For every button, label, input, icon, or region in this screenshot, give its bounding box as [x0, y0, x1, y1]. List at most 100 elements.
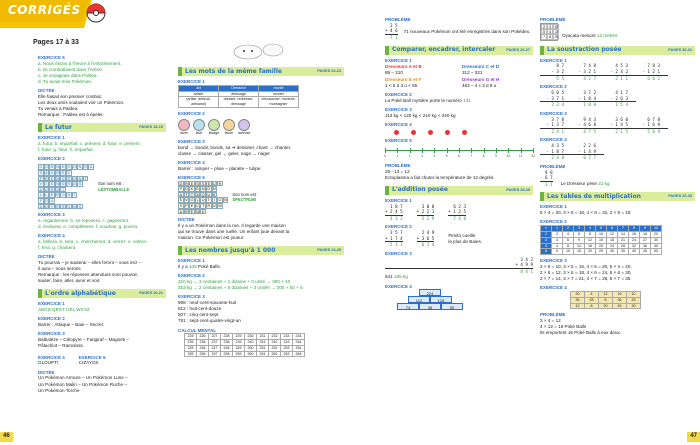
word-cell: C: [194, 202, 201, 209]
t-ex1-line: 5 × 4 = 20, 3 × 6 = 18, 4 × 8 = 32, 2 × …: [540, 210, 631, 216]
text-line: Tu pourras – je sauterai – elles feront …: [38, 260, 142, 266]
tick-label: 8: [482, 153, 485, 158]
exercise-label: EXERCICE 3: [38, 212, 65, 218]
banner-pages: PAGES 28-29: [506, 187, 530, 192]
tick-label: 10: [506, 153, 511, 158]
tick-label: 0: [384, 153, 386, 158]
ex4-line: Barrer : ramper – pluie – planète – tuli…: [178, 165, 262, 171]
text-line: il aura – nous serons: [38, 266, 81, 272]
word-circle: laver: [178, 118, 190, 136]
a-note: Pimito cueille le plus de Baies.: [448, 233, 482, 245]
ex-4-5: EXERCICE 4 GLOUPTI EXERCICE 5 CIZAYOX: [38, 352, 166, 367]
banner-tables: Les tables de multiplication PAGES 32-33: [540, 192, 695, 202]
banner-addition: L'addition posée PAGES 28-29: [385, 185, 533, 195]
circle-label: laveuse: [238, 130, 251, 135]
c-prob-line1: 25 - 13 = 12: [385, 168, 410, 174]
tick-label: 11: [518, 153, 523, 158]
op-line: 6 1 4: [416, 241, 435, 248]
circle-label: laver: [180, 130, 188, 135]
table-cell: 20: [598, 302, 613, 310]
text-line: a. Nous étions à l'heure à l'entraînemen…: [38, 60, 122, 66]
op-line: - 2 6 3: [610, 95, 628, 101]
op-line: 3 7 8: [551, 116, 564, 122]
crossword-cell: N: [77, 175, 83, 182]
op-line: 3 0 8: [421, 203, 435, 209]
op-line: 9 4 3: [583, 116, 596, 122]
compare-pairs: Dresseurs A et B 89 – 210 Dresseurs C et D…: [385, 64, 533, 89]
tick-label: 9: [495, 153, 497, 158]
prob1-label: PROBLÈME: [385, 17, 411, 22]
op-line: 3 7 2: [583, 90, 596, 96]
banner-title: L'ordre alphabétique: [45, 289, 116, 297]
crossword-cell: R: [65, 175, 72, 182]
a-ex3-label: EXERCICE 3: [385, 250, 412, 256]
table-head: monté: [258, 85, 299, 92]
crossword-cell: N: [71, 203, 78, 210]
banner-pages: PAGES 22-23: [317, 69, 341, 74]
op-line: - 2 4 2: [610, 68, 628, 74]
word-cell: Q: [200, 191, 206, 198]
ex3-line2: classe → classer, gel → geler, nage → na…: [178, 150, 270, 156]
c-ex3-line: 113 kg < 120 kg < 210 kg < 240 kg: [385, 112, 456, 118]
table-cell: 254: [292, 344, 305, 352]
dictee-label: DICTÉE: [178, 217, 195, 223]
banner-pages: PAGES 32-33: [668, 194, 692, 199]
op-line: 7 8 3: [647, 63, 660, 69]
op-line: - 1 4 9: [578, 148, 596, 154]
op-line: 2 5: [390, 22, 398, 28]
n-ex3-line1: 968 : neuf-cent-soixante-huit: [178, 300, 237, 306]
word-cell: U: [211, 180, 218, 187]
exercise-label: DICTÉE: [38, 369, 55, 375]
word-cell: S: [178, 202, 184, 209]
pyramid-cell: 224: [419, 289, 441, 297]
text-line: sauter, faire, aller, avoir et voir.: [38, 278, 101, 284]
t-prob-line3: Ils emportent 16 Poké Balls à eux deux.: [540, 330, 621, 336]
c-ex4-label: EXERCICE 4: [385, 121, 412, 127]
op-line: 2 4 1: [540, 127, 572, 135]
op-line: 7 4 8: [448, 214, 466, 222]
circle-icon: [223, 118, 235, 131]
tick-mark: [422, 147, 423, 153]
word-cell: I: [211, 197, 218, 203]
word-cell: A: [194, 191, 201, 198]
t-prob-label: PROBLÈME: [540, 312, 566, 318]
val: 185 kg: [393, 274, 408, 280]
op-line: 3 5 7: [390, 230, 403, 236]
crossword-cell: L: [43, 192, 50, 198]
pyramid-cell: 38: [419, 303, 441, 311]
banner-title: Les tables de multiplication: [547, 192, 641, 200]
table-cell: 45: [612, 302, 627, 310]
crossword-cell: O: [43, 197, 50, 204]
crossword-cell: N: [54, 175, 61, 182]
word-cell: S: [194, 180, 201, 187]
op-line: 4 7 5: [572, 127, 604, 135]
op-line: 1 8 7: [390, 203, 403, 209]
sub-grid-3: 3 7 8 9 4 3 3 6 0 6 7 8 - 1 3 7 - 4 6 8 - 1 4 …: [540, 117, 695, 135]
banner-soustraction: La soustraction posée PAGES 30-31: [540, 45, 695, 55]
n-ex3-line3: 507 : cinq-cent-sept: [178, 312, 219, 318]
val: 31 kg: [598, 181, 610, 187]
family-table: Art Dresseur monté artiste dressage monter (ar…: [178, 85, 299, 108]
crossword-cell: A: [71, 181, 78, 187]
table-row: × 1 2 3 4 5 6 7 8 9 10: [540, 225, 662, 233]
crossword-cell: A: [38, 203, 44, 210]
crossword-cell: L: [38, 192, 44, 198]
oy-text: Oyacata mesure 12 mètres: [562, 25, 617, 39]
table-cell: 30: [606, 248, 618, 255]
txt: Le Dresseur pèse: [560, 181, 599, 187]
op-line: 2 2 6: [583, 143, 596, 149]
